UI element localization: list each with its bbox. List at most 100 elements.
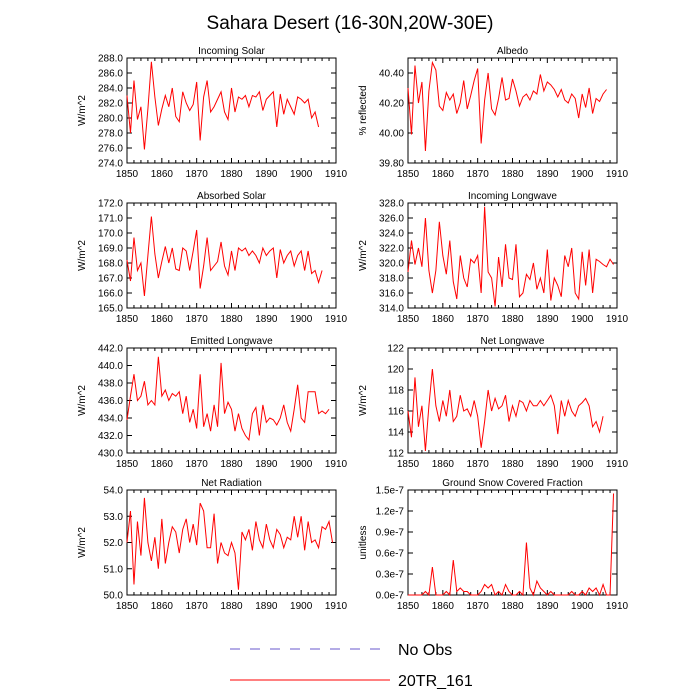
- x-tick-label: 1860: [151, 314, 174, 325]
- series-line-20tr-161: [408, 493, 615, 597]
- y-tick-label: 172.0: [98, 199, 123, 210]
- panel-title: Net Radiation: [201, 478, 262, 489]
- y-tick-label: 322.0: [379, 244, 404, 255]
- series-line-20tr-161: [407, 60, 607, 152]
- x-tick-label: 1860: [151, 459, 174, 470]
- x-tick-label: 1880: [501, 601, 524, 612]
- x-tick-label: 1880: [501, 459, 524, 470]
- panel-net-radiation: Net Radiation W/m^2 1850 1860 1870 1880 1890 19…: [77, 478, 348, 612]
- y-axis-label: W/m^2: [358, 385, 369, 416]
- x-tick-label: 1900: [290, 459, 313, 470]
- x-tick-label: 1850: [116, 314, 139, 325]
- x-tick-label: 1900: [571, 169, 594, 180]
- y-tick-label: 326.0: [379, 214, 404, 225]
- panel-ground-snow-covered-fraction: Ground Snow Covered Fraction unitless 1850…: [358, 478, 629, 612]
- panel-absorbed-solar: Absorbed Solar W/m^2 1850 1860 1870 1880 1890 1…: [77, 191, 348, 325]
- y-tick-label: 50.0: [104, 591, 124, 602]
- plot-frame: [407, 347, 618, 454]
- x-tick-label: 1910: [325, 601, 348, 612]
- y-tick-label: 286.0: [98, 69, 123, 80]
- series-line-20tr-161: [126, 497, 334, 590]
- plot-frame: [126, 202, 337, 309]
- x-tick-label: 1860: [151, 169, 174, 180]
- plot-frame: [126, 347, 337, 454]
- y-tick-label: 436.0: [98, 396, 123, 407]
- x-tick-label: 1890: [536, 601, 559, 612]
- y-tick-label: 51.0: [104, 564, 124, 575]
- panel-incoming-solar: Incoming Solar W/m^2 1850 1860 1870 1880 1890 1…: [77, 46, 348, 180]
- x-tick-label: 1860: [151, 601, 174, 612]
- y-tick-label: 284.0: [98, 84, 123, 95]
- x-tick-label: 1900: [290, 601, 313, 612]
- y-tick-label: 0.9e-7: [376, 528, 405, 539]
- y-tick-label: 118: [388, 386, 404, 397]
- y-tick-label: 40.40: [379, 69, 404, 80]
- figure-title: Sahara Desert (16-30N,20W-30E): [207, 13, 494, 34]
- y-tick-label: 0.0e-7: [376, 591, 405, 602]
- y-tick-label: 434.0: [98, 414, 123, 425]
- x-tick-label: 1860: [432, 601, 455, 612]
- x-tick-label: 1870: [467, 601, 490, 612]
- x-tick-label: 1890: [536, 459, 559, 470]
- panel-net-longwave: Net Longwave W/m^2 1850 1860 1870 1880 1890 190…: [358, 336, 629, 470]
- y-tick-label: 112: [388, 449, 404, 460]
- x-tick-label: 1870: [186, 314, 209, 325]
- y-tick-label: 0.6e-7: [376, 549, 405, 560]
- x-tick-label: 1890: [255, 459, 278, 470]
- panel-albedo: Albedo % reflected 1850 1860 1870 1880 1890 190…: [358, 46, 629, 180]
- y-tick-label: 278.0: [98, 129, 123, 140]
- y-tick-label: 165.0: [98, 304, 123, 315]
- x-tick-label: 1890: [536, 169, 559, 180]
- panel-title: Albedo: [497, 46, 529, 57]
- panels: Incoming Solar W/m^2 1850 1860 1870 1880 1890 1…: [77, 46, 629, 612]
- y-tick-label: 314.0: [379, 304, 404, 315]
- y-tick-label: 167.0: [98, 274, 123, 285]
- x-tick-label: 1860: [432, 314, 455, 325]
- x-tick-label: 1910: [606, 601, 629, 612]
- y-tick-label: 438.0: [98, 379, 123, 390]
- x-tick-label: 1900: [571, 601, 594, 612]
- panel-title: Emitted Longwave: [190, 336, 273, 347]
- series-line-20tr-161: [407, 368, 604, 451]
- legend-no-obs-label: No Obs: [398, 642, 452, 659]
- y-tick-label: 120: [387, 365, 404, 376]
- x-tick-label: 1910: [606, 314, 629, 325]
- y-tick-label: 430.0: [98, 449, 123, 460]
- y-tick-label: 114: [388, 428, 404, 439]
- x-tick-label: 1900: [290, 314, 313, 325]
- y-tick-label: 440.0: [98, 361, 123, 372]
- y-tick-label: 169.0: [98, 244, 123, 255]
- x-tick-label: 1870: [467, 169, 490, 180]
- x-tick-label: 1880: [501, 169, 524, 180]
- y-tick-label: 170.0: [98, 229, 123, 240]
- x-tick-label: 1890: [255, 169, 278, 180]
- plot-frame: [407, 489, 618, 596]
- y-tick-label: 166.0: [98, 289, 123, 300]
- x-tick-label: 1850: [116, 459, 139, 470]
- x-tick-label: 1870: [186, 601, 209, 612]
- x-tick-label: 1850: [116, 601, 139, 612]
- panel-title: Ground Snow Covered Fraction: [442, 478, 583, 489]
- panel-incoming-longwave: Incoming Longwave W/m^2 1850 1860 1870 1880 18…: [358, 191, 629, 325]
- y-axis-label: W/m^2: [77, 527, 88, 558]
- x-tick-label: 1910: [325, 314, 348, 325]
- y-tick-label: 432.0: [98, 431, 123, 442]
- x-tick-label: 1870: [467, 459, 490, 470]
- x-tick-label: 1890: [255, 601, 278, 612]
- y-axis-label: W/m^2: [77, 95, 88, 126]
- plot-frame: [126, 57, 337, 164]
- x-tick-label: 1910: [606, 169, 629, 180]
- plot-frame: [407, 57, 618, 164]
- plot-frame: [407, 202, 618, 309]
- panel-title: Absorbed Solar: [197, 191, 267, 202]
- panel-emitted-longwave: Emitted Longwave W/m^2 1850 1860 1870 1880 189…: [77, 336, 348, 470]
- x-tick-label: 1880: [220, 601, 243, 612]
- y-tick-label: 328.0: [379, 199, 404, 210]
- y-tick-label: 288.0: [98, 54, 123, 65]
- panel-title: Incoming Longwave: [468, 191, 557, 202]
- y-axis-label: W/m^2: [77, 240, 88, 271]
- x-tick-label: 1890: [536, 314, 559, 325]
- y-tick-label: 276.0: [98, 144, 123, 155]
- series-line-20tr-161: [126, 356, 330, 442]
- x-tick-label: 1860: [432, 169, 455, 180]
